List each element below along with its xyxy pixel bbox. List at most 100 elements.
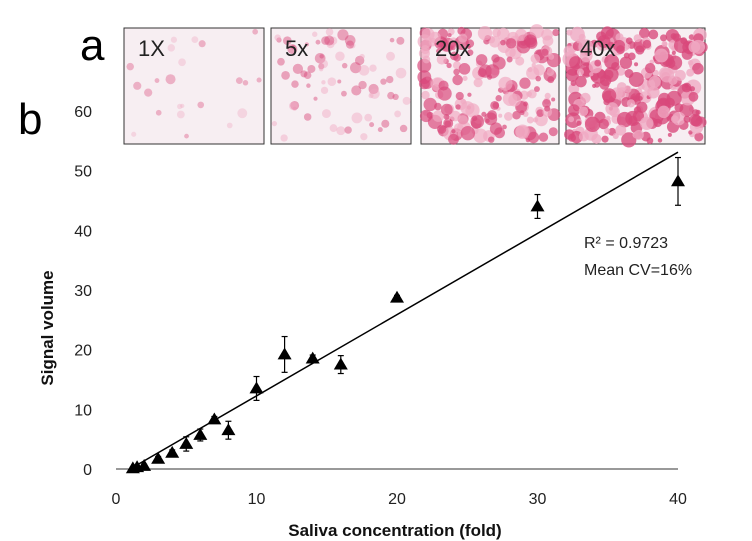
stained-cell: [541, 48, 549, 56]
x-tick-labels: 0 10 20 30 40: [112, 491, 687, 508]
stained-cell: [423, 97, 437, 112]
stained-cell: [615, 124, 627, 136]
stained-cell: [635, 45, 645, 55]
micrograph-thumbnail: 5x: [270, 27, 412, 145]
stained-cell: [288, 101, 298, 111]
stained-cell: [358, 80, 367, 90]
x-tick-label: 20: [388, 491, 406, 508]
x-tick-label: 30: [529, 491, 547, 508]
x-tick-label: 40: [669, 491, 687, 508]
stained-cell: [628, 115, 638, 125]
stained-cell: [584, 116, 601, 133]
stained-cell: [661, 41, 668, 48]
stained-cell: [689, 113, 702, 127]
stained-cell: [451, 129, 456, 134]
stained-cell: [477, 26, 493, 41]
stained-cell: [529, 24, 544, 39]
stained-cell: [335, 51, 345, 62]
triangle-marker: [165, 445, 180, 458]
stained-cell: [126, 62, 134, 71]
stained-cell: [318, 66, 324, 72]
stained-cell: [360, 133, 368, 141]
stained-cell: [368, 93, 374, 99]
stained-cell: [277, 57, 285, 66]
stained-cell: [506, 56, 513, 63]
stained-cell: [307, 64, 316, 73]
stained-cell: [688, 41, 701, 53]
stained-cell: [369, 122, 375, 128]
stained-cell: [473, 128, 488, 143]
stained-cell: [177, 103, 183, 110]
stained-cell: [542, 35, 554, 47]
stained-cell: [325, 28, 334, 36]
y-tick-label: 60: [74, 104, 92, 121]
stained-cell: [436, 54, 447, 65]
thumbnail-frame: [270, 27, 412, 145]
stained-cell: [465, 39, 475, 48]
stained-cell: [592, 83, 597, 88]
stained-cell: [578, 106, 589, 117]
stained-cell: [646, 137, 654, 145]
stained-cell: [329, 124, 338, 132]
stained-cell: [460, 101, 475, 116]
stained-cell: [395, 67, 407, 79]
stained-cell: [527, 89, 537, 99]
stained-cell: [417, 70, 432, 85]
stained-cell: [569, 56, 583, 70]
stained-cell: [235, 77, 243, 84]
stained-cell: [684, 83, 689, 88]
triangle-marker: [671, 174, 685, 187]
stained-cell: [429, 31, 441, 44]
stained-cell: [492, 102, 500, 109]
x-tick-label: 0: [112, 491, 121, 508]
stained-cell: [377, 127, 383, 133]
stained-cell: [133, 81, 142, 90]
stained-cell: [283, 36, 292, 46]
stained-cell: [657, 138, 663, 143]
stained-cell: [349, 42, 356, 49]
stained-cell: [515, 56, 525, 66]
stained-cell: [327, 77, 337, 86]
stained-cell: [628, 71, 644, 87]
stained-cell: [601, 135, 609, 143]
stained-cell: [369, 64, 377, 72]
stained-cell: [619, 56, 633, 69]
data-point: [249, 375, 264, 401]
stained-cell: [402, 96, 411, 105]
stained-cell: [633, 129, 644, 140]
stained-cell: [242, 80, 249, 86]
y-tick-label: 50: [74, 164, 92, 181]
stained-cell: [485, 118, 490, 123]
stained-cell: [271, 120, 278, 127]
stained-cell: [633, 34, 642, 43]
stained-cell: [176, 110, 185, 119]
stained-cell: [337, 79, 342, 84]
stained-cell: [419, 109, 433, 123]
stained-cell: [548, 127, 558, 137]
stained-cell: [389, 37, 395, 43]
stained-cell: [155, 109, 162, 116]
stained-cell: [458, 33, 468, 43]
stained-cell: [603, 69, 614, 80]
stained-cell: [351, 85, 362, 96]
stained-cell: [597, 69, 606, 79]
stained-cell: [432, 110, 445, 122]
stained-cell: [494, 127, 505, 139]
magnification-label: 40x: [580, 36, 615, 61]
stained-cell: [394, 110, 402, 118]
stained-cell: [274, 34, 281, 41]
stained-cell: [306, 83, 311, 88]
triangle-marker: [390, 290, 404, 303]
stained-cell: [576, 68, 584, 76]
stained-cell: [634, 62, 639, 67]
stained-cell: [443, 113, 450, 120]
magnification-label: 5x: [285, 36, 308, 61]
triangle-marker: [221, 423, 236, 436]
stained-cell: [654, 48, 669, 63]
thumbnail-frame: [123, 27, 265, 145]
stained-cell: [672, 33, 681, 42]
stained-cell: [467, 49, 474, 56]
y-tick-label: 30: [74, 283, 92, 300]
data-point: [530, 193, 545, 219]
stained-cell: [526, 116, 534, 124]
